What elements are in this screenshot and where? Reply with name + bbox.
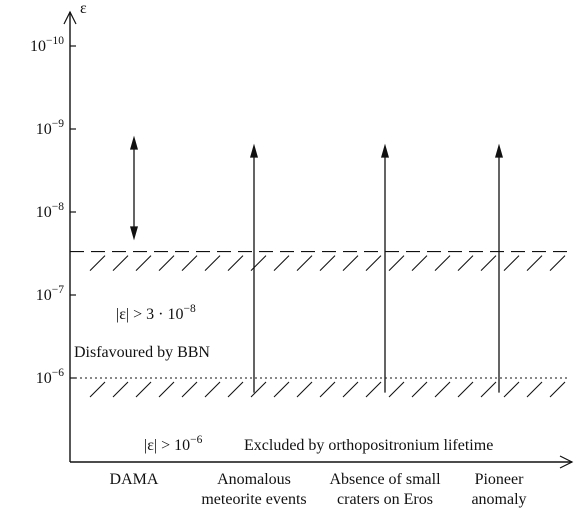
hatch-stroke bbox=[135, 255, 152, 271]
y-tick-label-exponent: −10 bbox=[46, 35, 64, 47]
y-tick-label: 10−7 bbox=[36, 284, 64, 304]
bbn-bound-value-exponent: −8 bbox=[183, 303, 195, 315]
x-category-label: craters on Eros bbox=[337, 491, 433, 508]
hatch-stroke bbox=[227, 381, 244, 398]
hatch-stroke bbox=[273, 381, 290, 398]
x-categories: DAMA Anomalous meteorite events Absence of … bbox=[110, 471, 527, 508]
hatch-stroke bbox=[250, 255, 267, 271]
hatch-stroke bbox=[112, 255, 129, 271]
hatch-stroke bbox=[181, 255, 198, 271]
x-category-label: DAMA bbox=[110, 471, 159, 488]
ortho-bound-value-exponent: −6 bbox=[190, 434, 202, 446]
y-tick-label: 10−10 bbox=[30, 35, 64, 55]
hatch-stroke bbox=[480, 255, 497, 271]
x-category-label: meteorite events bbox=[201, 491, 306, 508]
y-tick-label-base: 10 bbox=[36, 121, 52, 138]
range-arrowhead-down bbox=[130, 226, 138, 241]
hatch-stroke bbox=[526, 381, 543, 398]
bbn-bound-value: |ε| > 3 · 10−8 bbox=[116, 303, 196, 323]
hatch-stroke bbox=[89, 255, 106, 271]
y-tick-label-base: 10 bbox=[36, 204, 52, 221]
range-arrowhead-up bbox=[130, 135, 138, 150]
y-tick-label-exponent: −8 bbox=[52, 201, 64, 213]
hatch-stroke bbox=[135, 381, 152, 398]
y-tick-label-exponent: −9 bbox=[52, 118, 64, 130]
ortho-bound-value-base: |ε| > 10 bbox=[144, 437, 190, 454]
ranges bbox=[130, 135, 503, 393]
hatch-stroke bbox=[388, 255, 405, 271]
ortho-bound-caption: Excluded by orthopositronium lifetime bbox=[244, 437, 493, 454]
x-category-label: Absence of small bbox=[329, 471, 441, 488]
y-axis-arrowhead bbox=[63, 10, 77, 25]
hatch-stroke bbox=[434, 381, 451, 398]
hatch-stroke bbox=[296, 381, 313, 398]
hatch-stroke bbox=[158, 255, 175, 271]
hatch-stroke bbox=[342, 381, 359, 398]
y-tick-label-base: 10 bbox=[30, 38, 46, 55]
hatch-stroke bbox=[89, 381, 106, 398]
hatch-stroke bbox=[411, 255, 428, 271]
hatch-stroke bbox=[503, 381, 520, 398]
hatch-stroke bbox=[549, 255, 566, 271]
hatch-stroke bbox=[112, 381, 129, 398]
y-axis-label: ε bbox=[80, 0, 87, 17]
x-category-label: anomaly bbox=[471, 491, 526, 508]
hatch-stroke bbox=[181, 381, 198, 398]
hatch-stroke bbox=[411, 381, 428, 398]
hatch-stroke bbox=[365, 381, 382, 398]
hatch-stroke bbox=[204, 381, 221, 398]
hatch-stroke bbox=[273, 255, 290, 271]
x-axis-arrowhead bbox=[559, 455, 574, 469]
hatch-stroke bbox=[480, 381, 497, 398]
range-arrowhead-up bbox=[250, 143, 258, 158]
y-tick-label: 10−9 bbox=[36, 118, 64, 138]
hatch-stroke bbox=[549, 381, 566, 398]
hatch-stroke bbox=[158, 381, 175, 398]
y-tick-label-exponent: −6 bbox=[52, 367, 64, 379]
axes: ε bbox=[63, 0, 574, 469]
bbn-bound-value-base: |ε| > 3 · 10 bbox=[116, 306, 183, 323]
y-tick-label-exponent: −7 bbox=[52, 284, 64, 296]
hatch-stroke bbox=[342, 255, 359, 271]
hatch-stroke bbox=[296, 255, 313, 271]
y-tick-label: 10−6 bbox=[36, 367, 64, 387]
hatch-stroke bbox=[204, 255, 221, 271]
hatch-stroke bbox=[250, 381, 267, 398]
range-arrowhead-up bbox=[381, 143, 389, 158]
y-tick-label-base: 10 bbox=[36, 370, 52, 387]
range-arrowhead-up bbox=[495, 143, 503, 158]
hatch-stroke bbox=[365, 255, 382, 271]
bound-hatching bbox=[89, 255, 566, 271]
hatch-stroke bbox=[503, 255, 520, 271]
hatch-stroke bbox=[388, 381, 405, 398]
bound-hatching bbox=[89, 381, 566, 398]
bounds: |ε| > 3 · 10−8 Disfavoured by BBN |ε| > 10… bbox=[70, 251, 569, 454]
hatch-stroke bbox=[227, 255, 244, 271]
y-tick-label: 10−8 bbox=[36, 201, 64, 221]
ortho-bound-value: |ε| > 10−6 bbox=[144, 434, 203, 454]
y-tick-label-base: 10 bbox=[36, 287, 52, 304]
x-category-label: Pioneer bbox=[475, 471, 525, 488]
hatch-stroke bbox=[434, 255, 451, 271]
hatch-stroke bbox=[457, 381, 474, 398]
x-category-label: Anomalous bbox=[217, 471, 291, 488]
hatch-stroke bbox=[319, 255, 336, 271]
hatch-stroke bbox=[526, 255, 543, 271]
hatch-stroke bbox=[319, 381, 336, 398]
hatch-stroke bbox=[457, 255, 474, 271]
bbn-bound-caption: Disfavoured by BBN bbox=[74, 344, 210, 361]
